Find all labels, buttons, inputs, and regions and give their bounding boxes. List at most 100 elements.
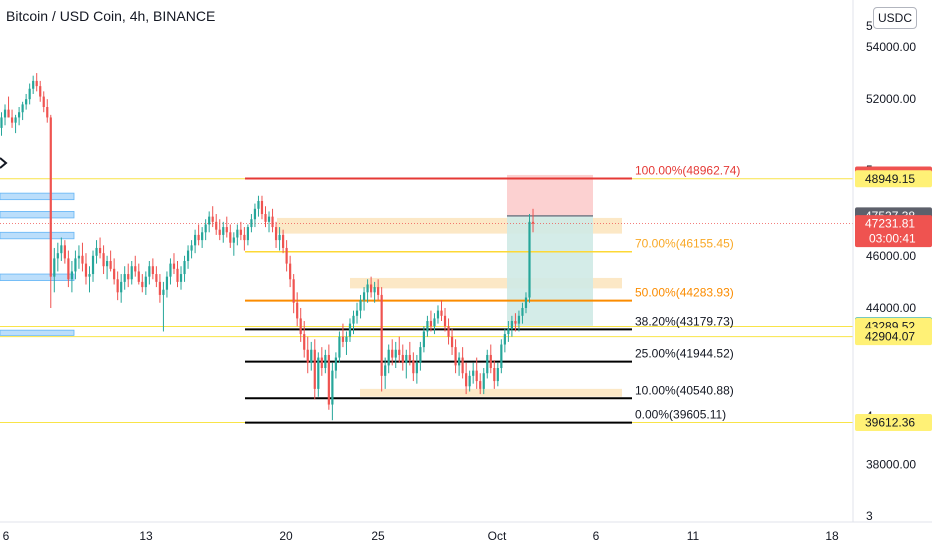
candle-body: [215, 221, 218, 230]
candle-body: [310, 349, 313, 363]
candle-body: [194, 234, 197, 246]
fib-level-label: 0.00%(39605.11): [635, 408, 726, 422]
candle-body: [218, 229, 221, 235]
candle-body: [7, 109, 10, 118]
candle-body: [98, 247, 102, 254]
candle-body: [394, 349, 397, 358]
candle-body: [496, 368, 499, 382]
y-tick-label: 52000.00: [866, 92, 916, 106]
candle-body: [130, 266, 133, 280]
candle-body: [165, 276, 169, 290]
candle-body: [35, 80, 38, 87]
candle-body: [186, 250, 190, 261]
candle-body: [257, 200, 260, 209]
candle-body: [0, 117, 3, 128]
marker-icon: [0, 157, 8, 169]
candle-body: [67, 258, 70, 280]
candle-body: [398, 349, 401, 355]
candle-body: [433, 318, 436, 327]
candle-body: [141, 281, 144, 288]
x-tick-label: 6: [3, 529, 10, 543]
candle-body: [429, 321, 433, 327]
candle-body: [123, 274, 126, 282]
demand-zone: [0, 273, 75, 281]
candle-body: [362, 292, 366, 301]
x-tick-label: 11: [687, 529, 700, 543]
candle-body: [387, 349, 390, 366]
candle-body: [42, 96, 45, 108]
candle-body: [355, 310, 359, 316]
candle-body: [299, 318, 302, 335]
candle-body: [345, 336, 348, 342]
candle-body: [422, 331, 425, 348]
candle-body: [285, 247, 288, 264]
candle-body: [331, 370, 334, 405]
drawing-zones: [0, 174, 622, 397]
candle-body: [91, 255, 95, 275]
candle-body: [334, 357, 337, 371]
candle-body: [70, 271, 73, 280]
candle-body: [313, 349, 316, 389]
candle-body: [267, 216, 271, 222]
support-zone: [360, 388, 622, 397]
candle-body: [324, 354, 327, 369]
candle-body: [176, 268, 179, 282]
candle-body: [306, 349, 309, 363]
candle-body: [401, 354, 404, 363]
demand-zone: [0, 329, 75, 336]
candle-body: [84, 263, 88, 277]
y-tick-label-partial: 3: [866, 509, 873, 523]
fibonacci-retracement[interactable]: 100.00%(48962.74) 70.00%(46155.45) 50.00%(…: [245, 163, 740, 424]
candle-body: [155, 274, 158, 282]
countdown-timer: 03:00:41: [869, 232, 916, 246]
candle-body: [39, 86, 42, 97]
fib-level-label: 38.20%(43179.73): [635, 314, 734, 328]
candle-body: [528, 221, 531, 298]
price-tag-value: 48949.15: [865, 172, 915, 186]
candle-body: [225, 227, 228, 233]
candle-body: [3, 109, 7, 118]
price-tag: 42904.07: [855, 328, 932, 346]
candle-body: [359, 300, 362, 311]
candle-body: [109, 261, 112, 269]
candle-body: [320, 357, 323, 369]
candle-body: [472, 370, 475, 376]
candle-body: [370, 284, 373, 293]
price-axis-bg: [853, 0, 932, 550]
candle-body: [88, 274, 91, 277]
candle-body: [517, 315, 521, 324]
x-tick-label: 13: [139, 529, 153, 543]
candle-body: [190, 245, 193, 251]
candle-body: [77, 255, 81, 259]
candle-body: [465, 373, 468, 387]
price-axis[interactable]: 54000.00 52000.00 46000.00 44000.00 38000.00…: [852, 0, 932, 550]
candle-body: [46, 107, 49, 118]
candle-body: [169, 263, 172, 277]
candle-body: [179, 274, 183, 282]
candle-body: [204, 224, 207, 233]
candle-body: [208, 216, 211, 225]
candle-body: [229, 232, 232, 243]
candle-body: [514, 321, 517, 324]
candle-body: [271, 216, 274, 228]
currency-button[interactable]: USDC: [873, 7, 917, 29]
candle-body: [391, 349, 394, 358]
chart-title: Bitcoin / USD Coin, 4h, BINANCE: [6, 8, 216, 24]
y-tick-label: 54000.00: [866, 40, 916, 54]
candle-body: [278, 234, 281, 241]
candle-body: [475, 370, 478, 382]
time-axis[interactable]: 6 13 20 25 Oct 6 11 18: [0, 157, 932, 543]
x-tick-label: 25: [371, 529, 385, 543]
candle-body: [493, 368, 496, 382]
candle-body: [28, 88, 31, 100]
candle-body: [415, 362, 418, 374]
candle-body: [25, 99, 28, 105]
candle-body: [246, 227, 249, 241]
candle-body: [106, 261, 109, 267]
candle-body: [253, 208, 257, 220]
candle-body: [127, 274, 130, 280]
candle-body: [172, 263, 176, 269]
candle-body: [524, 297, 528, 308]
candle-body: [250, 219, 253, 228]
